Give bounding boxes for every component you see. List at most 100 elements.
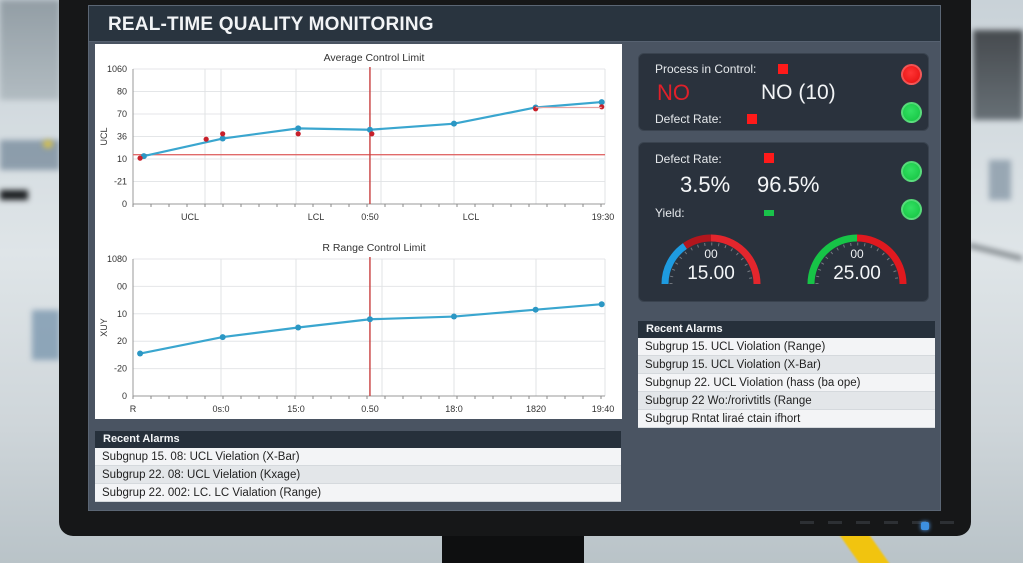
data-point[interactable]: [598, 301, 605, 308]
process-status-panel: Process in Control: NO NO (10) Defect Ra…: [638, 53, 929, 131]
green-status-light-icon: [901, 161, 922, 182]
x-tick-label: 15:0: [287, 404, 305, 414]
gauge-defect: 00 15.00: [657, 229, 765, 289]
y-tick-label: 1060: [107, 64, 127, 74]
background-machinery: [0, 190, 28, 200]
data-point[interactable]: [295, 131, 301, 137]
monitor-buttons[interactable]: [800, 521, 954, 524]
background-machinery: [989, 160, 1011, 200]
data-point[interactable]: [295, 324, 302, 331]
y-axis-label: UCL: [99, 127, 109, 145]
page-title: REAL-TIME QUALITY MONITORING: [108, 14, 434, 35]
defect-rate-label: Defect Rate:: [655, 152, 722, 166]
data-point[interactable]: [295, 125, 302, 132]
green-status-light-icon: [901, 102, 922, 123]
alarm-row[interactable]: Subgrup 15. UCL Violation (Range): [638, 338, 935, 356]
gauge-sub-label: 00: [850, 247, 864, 261]
x-tick-label: LCL: [463, 212, 480, 222]
gauge-yield: 00 25.00: [803, 229, 911, 289]
alarm-row[interactable]: Subgnup 15. 08: UCL Vielation (X-Bar): [95, 448, 621, 466]
chart-title: Average Control Limit: [324, 52, 425, 64]
defect-rate-label: Defect Rate:: [655, 112, 722, 126]
gauge-sub-label: 00: [704, 247, 718, 261]
y-tick-label: 0: [122, 391, 127, 401]
x-tick-label: 0:50: [361, 212, 379, 222]
data-point[interactable]: [599, 104, 605, 110]
data-point[interactable]: [220, 131, 226, 137]
y-tick-label: 10: [117, 309, 127, 319]
control-charts-card: Average Control Limit 1060 80 70 36 10 -21 0 UCL…: [95, 44, 622, 419]
gauge-dial-icon: [807, 234, 907, 285]
y-tick-label: 70: [117, 109, 127, 119]
y-tick-label: 80: [117, 87, 127, 97]
alarm-row[interactable]: Subgrup 15. UCL Violation (X-Bar): [638, 356, 935, 374]
x-tick-label: 1820: [526, 404, 546, 414]
gauge-dial-icon: [661, 234, 761, 285]
dashboard-header: REAL-TIME QUALITY MONITORING: [89, 6, 940, 42]
power-led-icon[interactable]: [921, 522, 929, 530]
alarm-row[interactable]: Subgnup 22. UCL Violation (hass (ba ope): [638, 374, 935, 392]
gauge-value: 15.00: [687, 263, 735, 284]
x-tick-label: UCL: [181, 212, 199, 222]
data-point[interactable]: [369, 131, 375, 137]
series-line: [139, 303, 602, 355]
x-tick-label: 0s:0: [212, 404, 229, 414]
background-machinery: [973, 30, 1023, 120]
defect-rate-value: 3.5%: [680, 172, 731, 197]
alarm-row[interactable]: Subgrup Rntat liraé ctain ifhort: [638, 410, 935, 428]
data-point[interactable]: [137, 155, 143, 161]
data-point[interactable]: [450, 313, 457, 320]
y-axis-label: XUY: [99, 318, 109, 337]
status-indicator-red: [778, 64, 788, 74]
control-charts[interactable]: Average Control Limit 1060 80 70 36 10 -21 0 UCL…: [95, 44, 622, 419]
red-status-light-icon: [901, 64, 922, 85]
recent-alarms-left: Recent Alarms Subgnup 15. 08: UCL Vielat…: [95, 431, 621, 502]
alarms-heading: Recent Alarms: [95, 431, 621, 448]
alarm-row[interactable]: Subgrup 22. 002: LC. LC Vialation (Range…: [95, 484, 621, 502]
x-tick-label: R: [130, 404, 137, 414]
yield-indicator-green: [764, 210, 774, 216]
data-point[interactable]: [203, 136, 209, 142]
alarm-row[interactable]: Subgrup 22. 08: UCL Vielation (Kxage): [95, 466, 621, 484]
data-point[interactable]: [598, 99, 605, 106]
y-tick-label: -20: [114, 364, 127, 374]
y-tick-label: -21: [114, 177, 127, 187]
alarm-row[interactable]: Subgrup 22 Wo:/rorivtitls (Range: [638, 392, 935, 410]
x-tick-label: 19:30: [592, 212, 615, 222]
y-tick-label: 10: [117, 154, 127, 164]
chart-title: R Range Control Limit: [322, 242, 425, 254]
dashboard-screen: REAL-TIME QUALITY MONITORING Average Con…: [88, 5, 941, 511]
background-light: [43, 140, 53, 148]
process-in-control-label: Process in Control:: [655, 62, 757, 76]
background-machinery: [32, 310, 60, 360]
process-status-count: NO (10): [761, 81, 836, 104]
data-point[interactable]: [450, 120, 457, 127]
y-tick-label: 36: [117, 132, 127, 142]
process-status-value: NO: [657, 80, 690, 105]
y-tick-label: 00: [117, 281, 127, 291]
y-tick-label: 1080: [107, 254, 127, 264]
yield-value: 96.5%: [757, 172, 820, 197]
metrics-panel: Defect Rate: 3.5% 96.5% Yield: 00 15.00 …: [638, 142, 929, 302]
defect-indicator-red: [764, 153, 774, 163]
monitor-stand: [442, 536, 584, 563]
x-tick-label: 19:40: [592, 404, 615, 414]
data-point[interactable]: [219, 135, 226, 142]
x-tick-label: LCL: [308, 212, 325, 222]
background-machinery: [968, 243, 1023, 261]
defect-indicator-red: [747, 114, 757, 124]
data-point[interactable]: [532, 306, 539, 313]
alarms-heading: Recent Alarms: [638, 321, 935, 338]
data-point[interactable]: [137, 350, 144, 357]
green-status-light-icon: [901, 199, 922, 220]
yield-label: Yield:: [655, 206, 685, 220]
x-tick-label: 0.50: [361, 404, 379, 414]
y-tick-label: 20: [117, 336, 127, 346]
gauge-value: 25.00: [833, 263, 881, 284]
y-tick-label: 0: [122, 199, 127, 209]
data-point[interactable]: [366, 316, 373, 323]
background-machinery: [0, 0, 60, 100]
data-point[interactable]: [219, 334, 226, 341]
x-tick-label: 18:0: [445, 404, 463, 414]
recent-alarms-right: Recent Alarms Subgrup 15. UCL Violation …: [638, 321, 935, 428]
